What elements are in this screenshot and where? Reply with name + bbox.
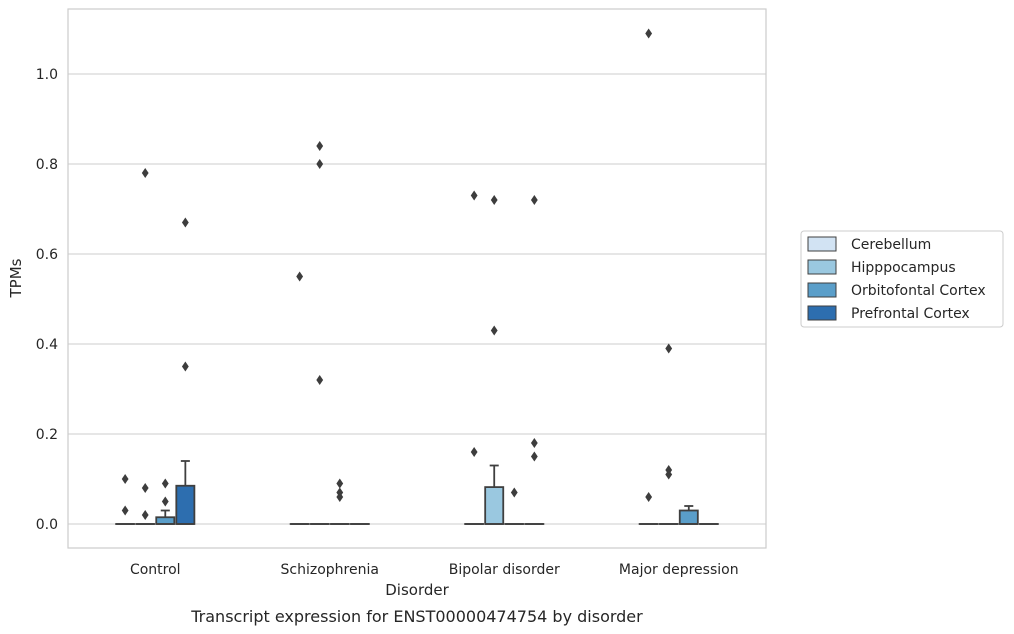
- outlier-point: [665, 343, 673, 354]
- y-tick-label: 0.0: [36, 517, 58, 533]
- box-series: [115, 460, 719, 525]
- x-axis-label: Disorder: [385, 581, 449, 599]
- outlier-point: [336, 492, 344, 502]
- outlier-point: [161, 496, 169, 507]
- outlier-point: [645, 492, 653, 502]
- x-tick-label: Major depression: [619, 562, 739, 578]
- gridlines: [68, 73, 766, 525]
- outlier-point: [530, 438, 538, 448]
- legend-swatch: [807, 282, 837, 298]
- outlier-point: [490, 325, 498, 336]
- outlier-point: [141, 483, 149, 493]
- outlier-point: [181, 361, 189, 372]
- outlier-point: [121, 505, 129, 516]
- outlier-point: [530, 451, 538, 462]
- outlier-point: [316, 375, 324, 385]
- box: [484, 486, 505, 525]
- outlier-point: [665, 469, 673, 480]
- outlier-point: [470, 447, 478, 457]
- y-tick-label: 1.0: [36, 67, 58, 83]
- box: [155, 516, 176, 525]
- box: [678, 509, 699, 525]
- x-tick-label: Bipolar disorder: [449, 562, 560, 578]
- y-axis-label: TPMs: [7, 258, 25, 298]
- outlier-point: [296, 271, 304, 282]
- box-hipppocampus: [484, 464, 505, 525]
- y-tick-label: 0.6: [36, 247, 58, 263]
- outlier-point: [316, 159, 324, 169]
- outlier-point: [470, 190, 478, 201]
- outlier-point: [161, 478, 169, 489]
- outlier-point: [490, 195, 498, 205]
- outlier-point: [510, 487, 518, 498]
- outlier-point: [316, 141, 324, 151]
- outlier-point: [121, 474, 129, 484]
- outlier-point: [141, 510, 149, 520]
- x-tick-labels: Control Schizophrenia Bipolar disorder Majo…: [130, 562, 739, 578]
- legend-label: Cerebellum: [851, 237, 931, 253]
- y-tick-label: 0.2: [36, 427, 58, 443]
- legend-swatch: [807, 259, 837, 275]
- box-orbitofontal-cortex: [678, 505, 699, 525]
- box-prefrontal-cortex: [175, 460, 196, 525]
- plot-frame: [67, 8, 767, 549]
- outlier-point: [336, 478, 344, 489]
- legend-frame: [800, 230, 1004, 328]
- legend-label: Prefrontal Cortex: [851, 306, 970, 322]
- y-tick-label: 0.4: [36, 337, 58, 353]
- outlier-point: [530, 195, 538, 205]
- outlier-point: [181, 217, 189, 228]
- legend-label: Orbitofontal Cortex: [851, 283, 986, 299]
- box: [175, 484, 196, 525]
- outlier-points: [121, 28, 673, 520]
- legend: Cerebellum Hipppocampus Orbitofontal Corte…: [800, 230, 1004, 328]
- chart-caption: Transcript expression for ENST0000047475…: [190, 607, 643, 626]
- x-tick-label: Control: [130, 562, 181, 578]
- legend-label: Hipppocampus: [851, 260, 956, 276]
- outlier-point: [645, 28, 653, 39]
- legend-swatch: [807, 305, 837, 321]
- legend-swatch: [807, 236, 837, 252]
- box-orbitofontal-cortex: [155, 509, 176, 525]
- x-tick-label: Schizophrenia: [281, 562, 379, 578]
- y-tick-labels: 0.0 0.2 0.4 0.6 0.8 1.0: [36, 67, 58, 533]
- y-tick-label: 0.8: [36, 157, 58, 173]
- outlier-point: [141, 168, 149, 178]
